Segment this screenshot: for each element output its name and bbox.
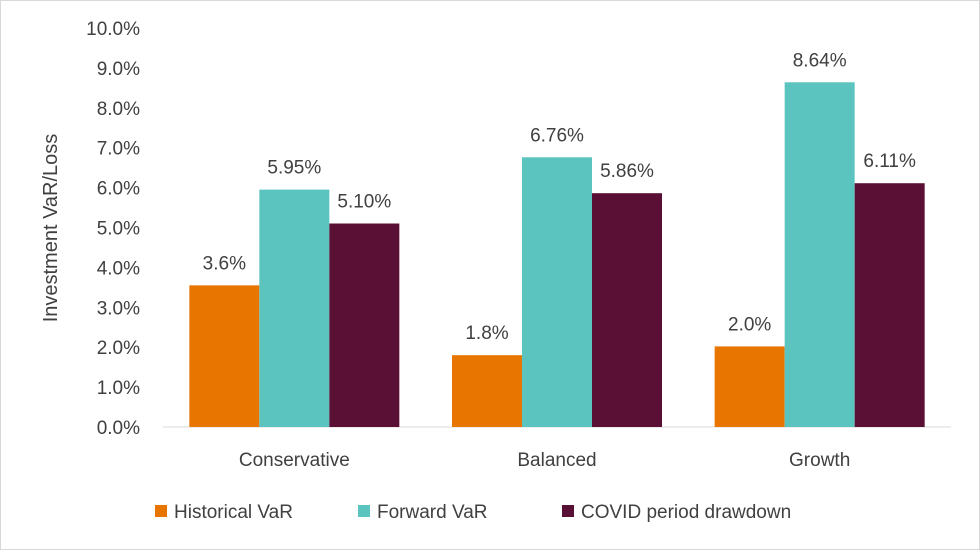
y-tick-label: 4.0% [97, 258, 140, 279]
category-label-balanced: Balanced [517, 450, 596, 471]
data-label: 6.76% [530, 125, 584, 146]
data-label: 6.11% [863, 151, 916, 172]
y-tick-label: 3.0% [97, 298, 140, 319]
bar-forward-var-conservative [259, 189, 330, 427]
legend-swatch [155, 505, 167, 517]
y-tick-label: 0.0% [97, 418, 140, 439]
y-tick-label: 2.0% [97, 338, 140, 359]
category-labels: Conservative Balanced Growth [239, 450, 850, 471]
legend-swatch [358, 505, 370, 517]
category-label-conservative: Conservative [239, 450, 350, 471]
y-tick-label: 6.0% [97, 179, 140, 200]
legend: Historical VaR Forward VaR COVID period dr… [155, 502, 791, 523]
data-label: 8.64% [793, 50, 847, 71]
y-tick-label: 8.0% [97, 99, 140, 120]
bar-forward-var-growth [784, 82, 855, 427]
bar-historical-var-conservative [189, 285, 260, 427]
data-label: 5.10% [337, 192, 391, 213]
data-label: 5.95% [267, 158, 321, 179]
y-axis-ticks: 0.0% 1.0% 2.0% 3.0% 4.0% 5.0% 6.0% 7.0% 8.0% 9.0%… [86, 19, 140, 439]
y-axis-title: Investment VaR/Loss [40, 134, 62, 323]
legend-label: COVID period drawdown [581, 502, 791, 523]
data-labels: 3.6% 5.95% 5.10% 1.8% 6.76% 5.86% 2.0% 8.64% 6.1… [203, 50, 916, 344]
bar-covid-period-drawdown-balanced [592, 193, 662, 427]
bars [189, 82, 925, 427]
bar-covid-period-drawdown-conservative [329, 223, 400, 427]
data-label: 2.0% [728, 314, 771, 335]
data-label: 1.8% [465, 323, 508, 344]
y-tick-label: 1.0% [97, 378, 140, 399]
y-tick-label: 5.0% [97, 219, 140, 240]
bar-historical-var-growth [714, 346, 785, 427]
bar-historical-var-balanced [452, 355, 522, 427]
legend-label: Historical VaR [174, 502, 293, 523]
bar-forward-var-balanced [522, 157, 592, 427]
data-label: 3.6% [203, 253, 246, 274]
bar-covid-period-drawdown-growth [854, 183, 925, 427]
legend-label: Forward VaR [377, 502, 488, 523]
y-tick-label: 7.0% [97, 139, 140, 160]
category-label-growth: Growth [789, 450, 850, 471]
y-tick-label: 9.0% [97, 59, 140, 80]
legend-swatch [562, 505, 574, 517]
data-label: 5.86% [600, 161, 654, 182]
y-tick-label: 10.0% [86, 19, 140, 40]
